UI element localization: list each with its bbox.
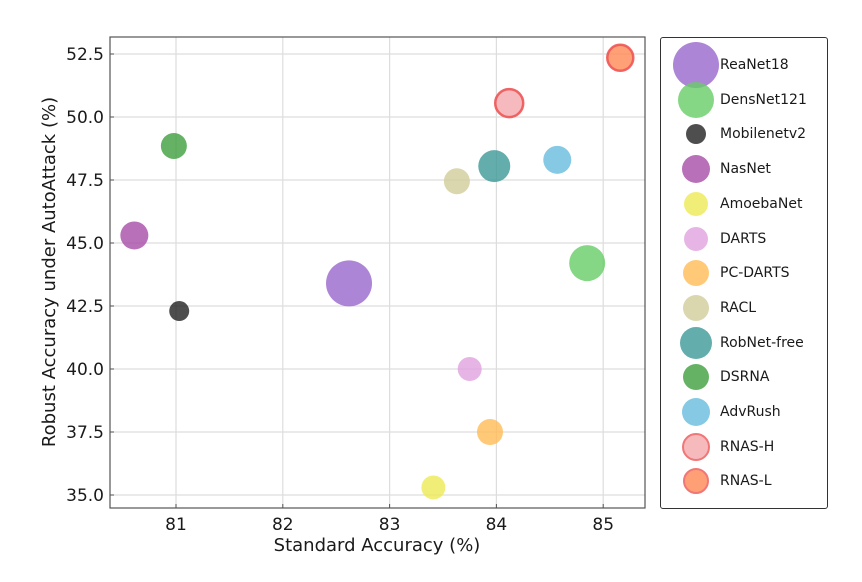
data-point-pc-darts bbox=[476, 419, 503, 445]
legend-label: DensNet121 bbox=[720, 91, 807, 108]
x-tick-label: 82 bbox=[272, 515, 294, 535]
legend-label: AdvRush bbox=[720, 404, 781, 420]
x-tick-label: 81 bbox=[165, 515, 187, 535]
legend-item: Mobilenetv2 bbox=[661, 117, 829, 151]
data-point-racl bbox=[443, 168, 470, 195]
legend-item: DARTS bbox=[661, 222, 829, 256]
legend-label: RNAS-H bbox=[720, 438, 775, 455]
legend-marker-icon bbox=[683, 294, 709, 321]
data-point-nasnet bbox=[120, 221, 149, 250]
y-axis-ticks: 35.0 37.5 40.0 42.5 45.0 47.5 50.0 52.5 bbox=[66, 45, 114, 506]
legend-marker-icon bbox=[680, 326, 712, 359]
x-tick-label: 85 bbox=[592, 515, 614, 535]
legend-item: ReaNet18 bbox=[661, 42, 829, 88]
legend-marker-icon bbox=[683, 468, 709, 495]
legend-marker-icon bbox=[682, 155, 710, 184]
legend-item: AmoebaNet bbox=[661, 187, 829, 221]
data-point-robnet-free bbox=[478, 150, 511, 183]
legend-item: AdvRush bbox=[661, 395, 829, 429]
legend-item: RNAS-L bbox=[661, 464, 829, 498]
legend-label: ReaNet18 bbox=[720, 57, 789, 73]
legend-label: PC-DARTS bbox=[720, 265, 790, 282]
data-point-rnas-h bbox=[493, 87, 525, 119]
legend-marker-icon bbox=[683, 260, 709, 287]
data-point-dsrna bbox=[160, 132, 187, 159]
legend-item: PC-DARTS bbox=[661, 256, 829, 290]
data-point-densnet121 bbox=[569, 245, 606, 282]
legend-item: DensNet121 bbox=[661, 81, 829, 118]
legend-marker-icon bbox=[678, 81, 714, 118]
data-point-advrush bbox=[543, 145, 572, 174]
x-axis-label: Standard Accuracy (%) bbox=[274, 535, 481, 556]
legend-marker-icon bbox=[682, 432, 710, 461]
legend-item: RNAS-H bbox=[661, 430, 829, 464]
data-point-reanet18 bbox=[326, 260, 373, 307]
plot-frame bbox=[109, 36, 646, 509]
legend-marker-icon bbox=[686, 124, 706, 145]
grid-lines bbox=[110, 37, 645, 508]
x-tick-label: 84 bbox=[486, 515, 508, 535]
y-tick-label: 35.0 bbox=[66, 486, 104, 506]
x-axis-ticks: 81 82 83 84 85 bbox=[165, 504, 614, 535]
legend-label: RACL bbox=[720, 299, 757, 316]
legend-marker-icon bbox=[673, 42, 719, 88]
data-point-mobilenetv2 bbox=[169, 301, 190, 322]
legend-marker-icon bbox=[682, 398, 710, 426]
legend-item: RobNet-free bbox=[661, 326, 829, 360]
legend-item: RACL bbox=[661, 291, 829, 325]
y-tick-label: 45.0 bbox=[66, 234, 104, 254]
data-point-amoebanet bbox=[421, 475, 446, 500]
data-point-rnas-l bbox=[606, 43, 635, 73]
y-tick-label: 52.5 bbox=[66, 45, 104, 65]
legend-label: NasNet bbox=[720, 161, 771, 178]
data-point-darts bbox=[457, 357, 482, 381]
legend-marker-icon bbox=[684, 226, 708, 251]
y-tick-label: 40.0 bbox=[66, 360, 104, 380]
x-tick-label: 83 bbox=[379, 515, 401, 535]
data-points bbox=[120, 43, 635, 500]
legend-label: DARTS bbox=[720, 230, 767, 247]
legend: ReaNet18 DensNet121 Mobilenetv2 NasNet Amoeb… bbox=[660, 37, 828, 509]
legend-item: NasNet bbox=[661, 152, 829, 186]
y-tick-label: 42.5 bbox=[66, 297, 104, 317]
legend-marker-icon bbox=[683, 364, 709, 391]
y-tick-label: 50.0 bbox=[66, 108, 104, 128]
legend-label: DSRNA bbox=[720, 369, 770, 386]
legend-marker-icon bbox=[684, 191, 708, 216]
legend-label: AmoebaNet bbox=[720, 195, 803, 212]
y-axis-label: Robust Accuracy under AutoAttack (%) bbox=[39, 97, 60, 447]
legend-label: RNAS-L bbox=[720, 473, 772, 490]
legend-label: Mobilenetv2 bbox=[720, 126, 807, 143]
legend-label: RobNet-free bbox=[720, 334, 804, 351]
y-tick-label: 47.5 bbox=[66, 171, 104, 191]
y-tick-label: 37.5 bbox=[66, 423, 104, 443]
legend-item: DSRNA bbox=[661, 360, 829, 394]
